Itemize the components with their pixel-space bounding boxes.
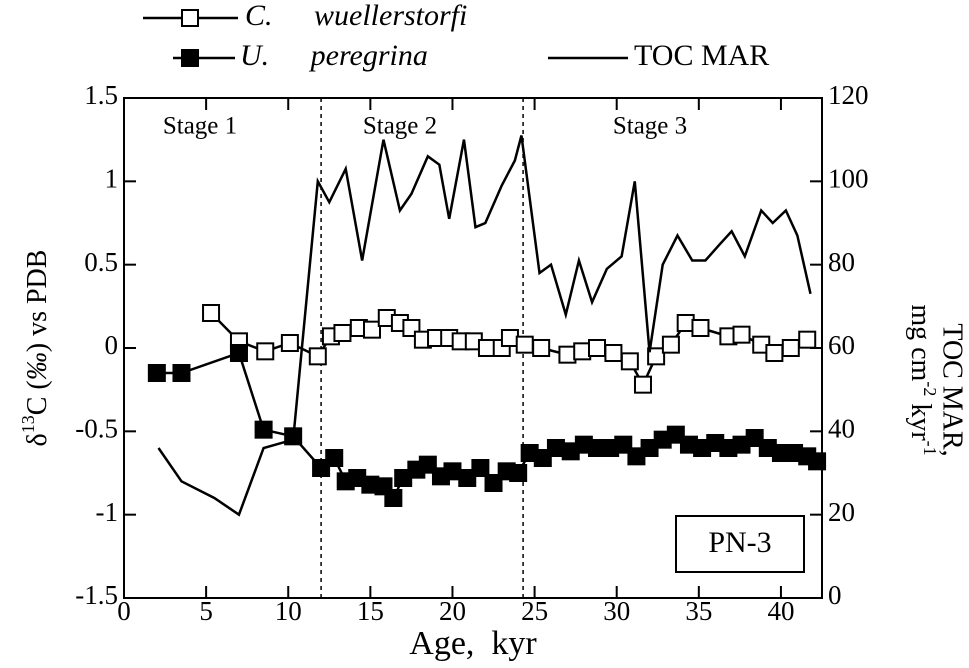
x-tick-label: 25	[521, 596, 548, 626]
marker	[676, 314, 695, 332]
marker	[732, 325, 751, 344]
marker	[573, 342, 592, 361]
y-axis-title-part: ‰	[22, 352, 53, 380]
legend-label: U. peregrina	[240, 39, 428, 72]
marker	[458, 469, 477, 487]
legend-marker	[181, 9, 199, 27]
marker	[362, 320, 381, 339]
y-axis-title-part: C (	[22, 380, 53, 415]
marker	[443, 462, 462, 481]
x-tick-label: 10	[275, 596, 302, 626]
marker	[691, 319, 710, 337]
marker	[633, 375, 652, 394]
marker	[808, 452, 827, 471]
marker	[254, 420, 273, 439]
y-tick-label: 1.5	[84, 80, 118, 110]
marker	[533, 449, 552, 467]
stage-label: Stage 2	[363, 113, 437, 140]
marker	[256, 342, 275, 361]
y-tick-label: -0.5	[75, 414, 118, 444]
marker	[202, 304, 221, 322]
marker	[280, 334, 299, 352]
y2-tick-label: 100	[828, 164, 869, 194]
y-tick-label: 0	[105, 330, 119, 360]
marker	[546, 439, 565, 457]
x-tick-label: 0	[117, 596, 131, 626]
x-tick-label: 15	[357, 596, 384, 626]
y-tick-label: 0.5	[84, 247, 118, 277]
marker	[333, 324, 352, 342]
x-tick-label: 35	[685, 596, 712, 626]
marker	[661, 335, 680, 354]
y2-tick-label: 0	[828, 580, 842, 610]
stage-label: Stage 3	[613, 113, 687, 140]
y2-tick-label: 80	[828, 247, 855, 277]
y-tick-label: -1.5	[75, 580, 118, 610]
series-line	[157, 135, 812, 517]
y2-axis-title-part: -2	[920, 381, 940, 396]
y-tick-label: -1	[96, 497, 119, 527]
marker	[614, 435, 633, 454]
y2-axis-title-2: mg cm-2 kyr-1	[905, 304, 940, 455]
box-label: PN-3	[708, 526, 771, 559]
marker	[620, 352, 639, 371]
y-axis-title-part: 13	[18, 415, 38, 433]
marker	[471, 459, 490, 477]
y-axis-title-part: ) vs PDB	[22, 250, 53, 353]
marker	[172, 364, 191, 382]
y2-axis-title-part: mg cm	[905, 304, 936, 381]
marker	[532, 339, 551, 357]
x-tick-label: 5	[199, 596, 213, 626]
marker	[384, 489, 403, 507]
marker	[666, 425, 685, 444]
x-tick-label: 30	[603, 596, 630, 626]
marker	[647, 347, 666, 366]
marker	[308, 347, 327, 366]
y2-axis-title-part: kyr	[905, 396, 936, 441]
marker	[147, 364, 166, 382]
legend-label: C. wuellerstorfi	[245, 0, 467, 32]
marker	[781, 339, 800, 357]
y2-tick-label: 60	[828, 330, 855, 360]
y2-tick-label: 20	[828, 497, 855, 527]
marker	[477, 339, 496, 357]
x-axis-title: Age, kyr	[409, 625, 537, 662]
stage-label: Stage 1	[163, 113, 237, 140]
y-axis-title: δ13C (‰) vs PDB	[18, 250, 53, 447]
marker	[587, 339, 606, 357]
marker	[558, 345, 577, 364]
marker	[765, 344, 784, 362]
marker	[500, 329, 519, 347]
label-box	[675, 515, 805, 573]
legend-marker	[181, 49, 199, 67]
x-tick-label: 40	[767, 596, 794, 626]
y2-tick-label: 120	[828, 80, 869, 110]
y2-axis-title: TOC MAR,	[937, 323, 968, 456]
marker	[509, 464, 528, 482]
marker	[604, 344, 623, 362]
marker	[484, 474, 503, 492]
x-tick-label: 20	[439, 596, 466, 626]
legend-label: TOC MAR	[634, 39, 769, 72]
marker	[418, 455, 437, 474]
y2-tick-label: 40	[828, 414, 855, 444]
marker	[312, 459, 331, 477]
marker	[745, 429, 764, 447]
marker	[229, 344, 248, 362]
marker	[798, 330, 817, 349]
y-tick-label: 1	[105, 164, 119, 194]
marker	[325, 449, 344, 467]
y-axis-title-part: δ	[22, 433, 53, 446]
marker	[515, 335, 534, 354]
y2-axis-title-part: -1	[920, 441, 940, 456]
